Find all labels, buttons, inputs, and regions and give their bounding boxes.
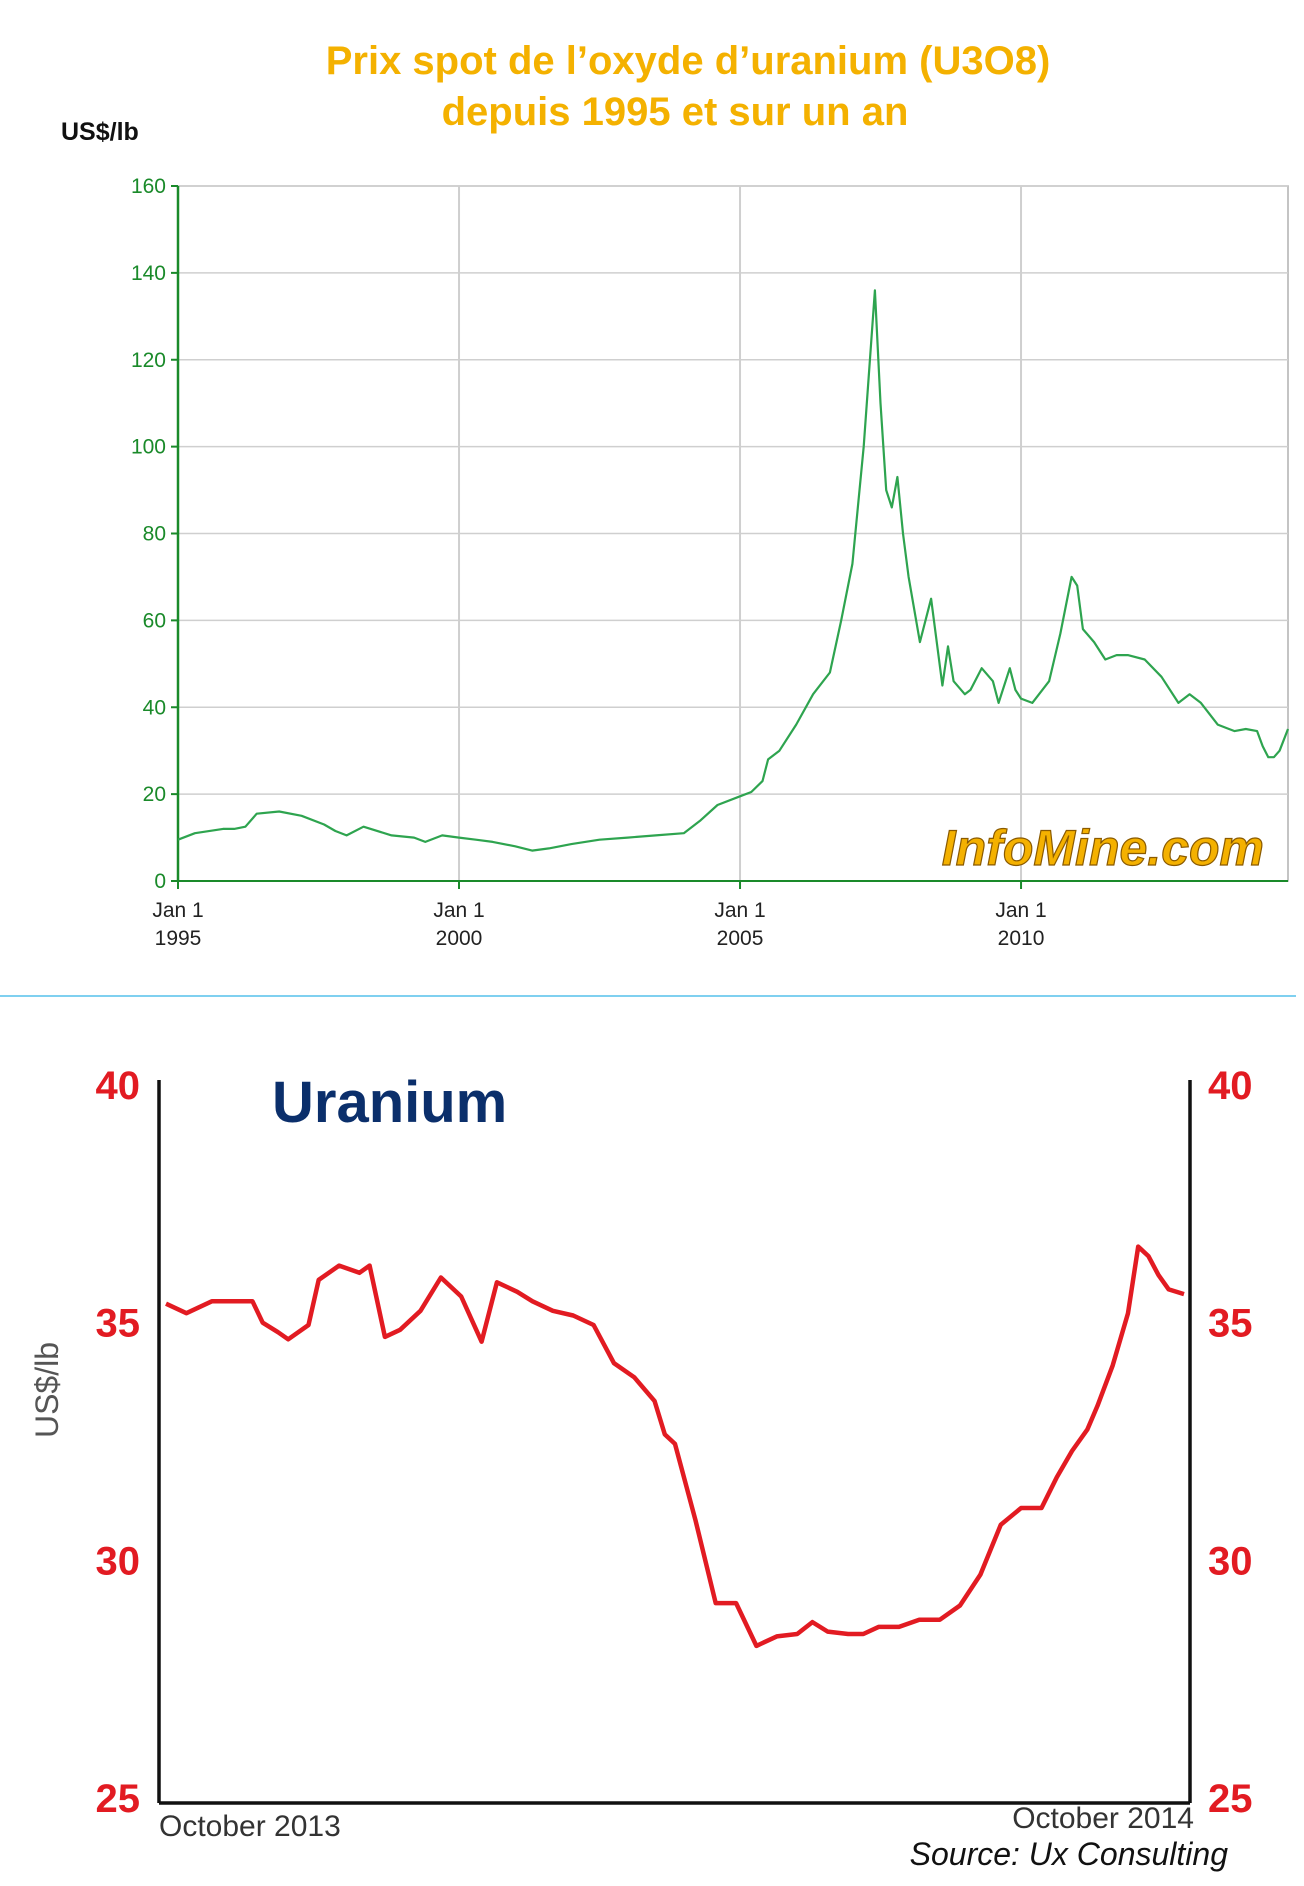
chart1-y-tick-label: 0 — [154, 870, 166, 893]
chart2-y-tick-label-left: 30 — [96, 1539, 141, 1583]
chart1-x-tick-label-line2: 2005 — [717, 927, 764, 950]
chart1-x-tick-label-line1: Jan 1 — [995, 899, 1046, 922]
chart-1: Prix spot de l’oxyde d’uranium (U3O8) de… — [61, 39, 1290, 950]
chart2-y-tick-label-right: 40 — [1208, 1064, 1253, 1108]
chart2-y-tick-label-left: 25 — [96, 1777, 141, 1821]
chart2-y-tick-label-right: 25 — [1208, 1777, 1253, 1821]
chart1-y-tick-label: 140 — [131, 262, 166, 285]
chart1-x-tick-label-line2: 2010 — [998, 927, 1045, 950]
chart1-y-ticks: 0 20 40 60 80 100 120 140 160 — [131, 175, 178, 893]
chart1-x-ticks: Jan 1 1995 Jan 1 2000 Jan 1 2005 Jan 1 2010 — [152, 881, 1047, 950]
chart1-y-tick-label: 120 — [131, 349, 166, 372]
chart2-y-tick-label-left: 35 — [96, 1302, 141, 1346]
chart2-x-tick-end: October 2014 — [1012, 1802, 1194, 1835]
chart1-y-tick-label: 80 — [143, 523, 166, 546]
chart2-y-tick-label-right: 30 — [1208, 1539, 1253, 1583]
chart2-x-tick-start: October 2013 — [159, 1810, 341, 1843]
chart2-price-line — [165, 1244, 1185, 1649]
chart2-y-ticks: 25 25 30 30 35 35 40 40 — [96, 1064, 1253, 1821]
chart1-x-tick-label-line1: Jan 1 — [714, 899, 765, 922]
chart2-source-note: Source: Ux Consulting — [910, 1836, 1229, 1872]
chart1-price-line — [177, 289, 1290, 852]
chart-2: 25 25 30 30 35 35 40 40 Uranium US$/lb October … — [29, 1064, 1253, 1872]
chart1-x-tick-label-line1: Jan 1 — [433, 899, 484, 922]
chart1-watermark-logo: InfoMine.com — [942, 820, 1264, 876]
chart2-y-tick-label-left: 40 — [96, 1064, 141, 1108]
chart2-title: Uranium — [272, 1070, 507, 1135]
chart1-x-tick-label-line2: 1995 — [155, 927, 202, 950]
chart1-title: Prix spot de l’oxyde d’uranium (U3O8) — [326, 39, 1051, 83]
chart1-y-tick-label: 60 — [143, 609, 166, 632]
chart1-y-tick-label: 160 — [131, 175, 166, 198]
chart1-y-tick-label: 20 — [143, 783, 166, 806]
chart1-y-tick-label: 100 — [131, 436, 166, 459]
chart1-subtitle: depuis 1995 et sur un an — [442, 90, 909, 134]
chart1-x-tick-label-line2: 2000 — [436, 927, 483, 950]
chart1-y-unit: US$/lb — [61, 118, 139, 146]
chart2-y-tick-label-right: 35 — [1208, 1302, 1253, 1346]
chart1-gridlines — [178, 185, 1288, 881]
chart1-x-tick-label-line1: Jan 1 — [152, 899, 203, 922]
chart1-y-tick-label: 40 — [143, 696, 166, 719]
chart2-y-unit: US$/lb — [29, 1342, 65, 1438]
